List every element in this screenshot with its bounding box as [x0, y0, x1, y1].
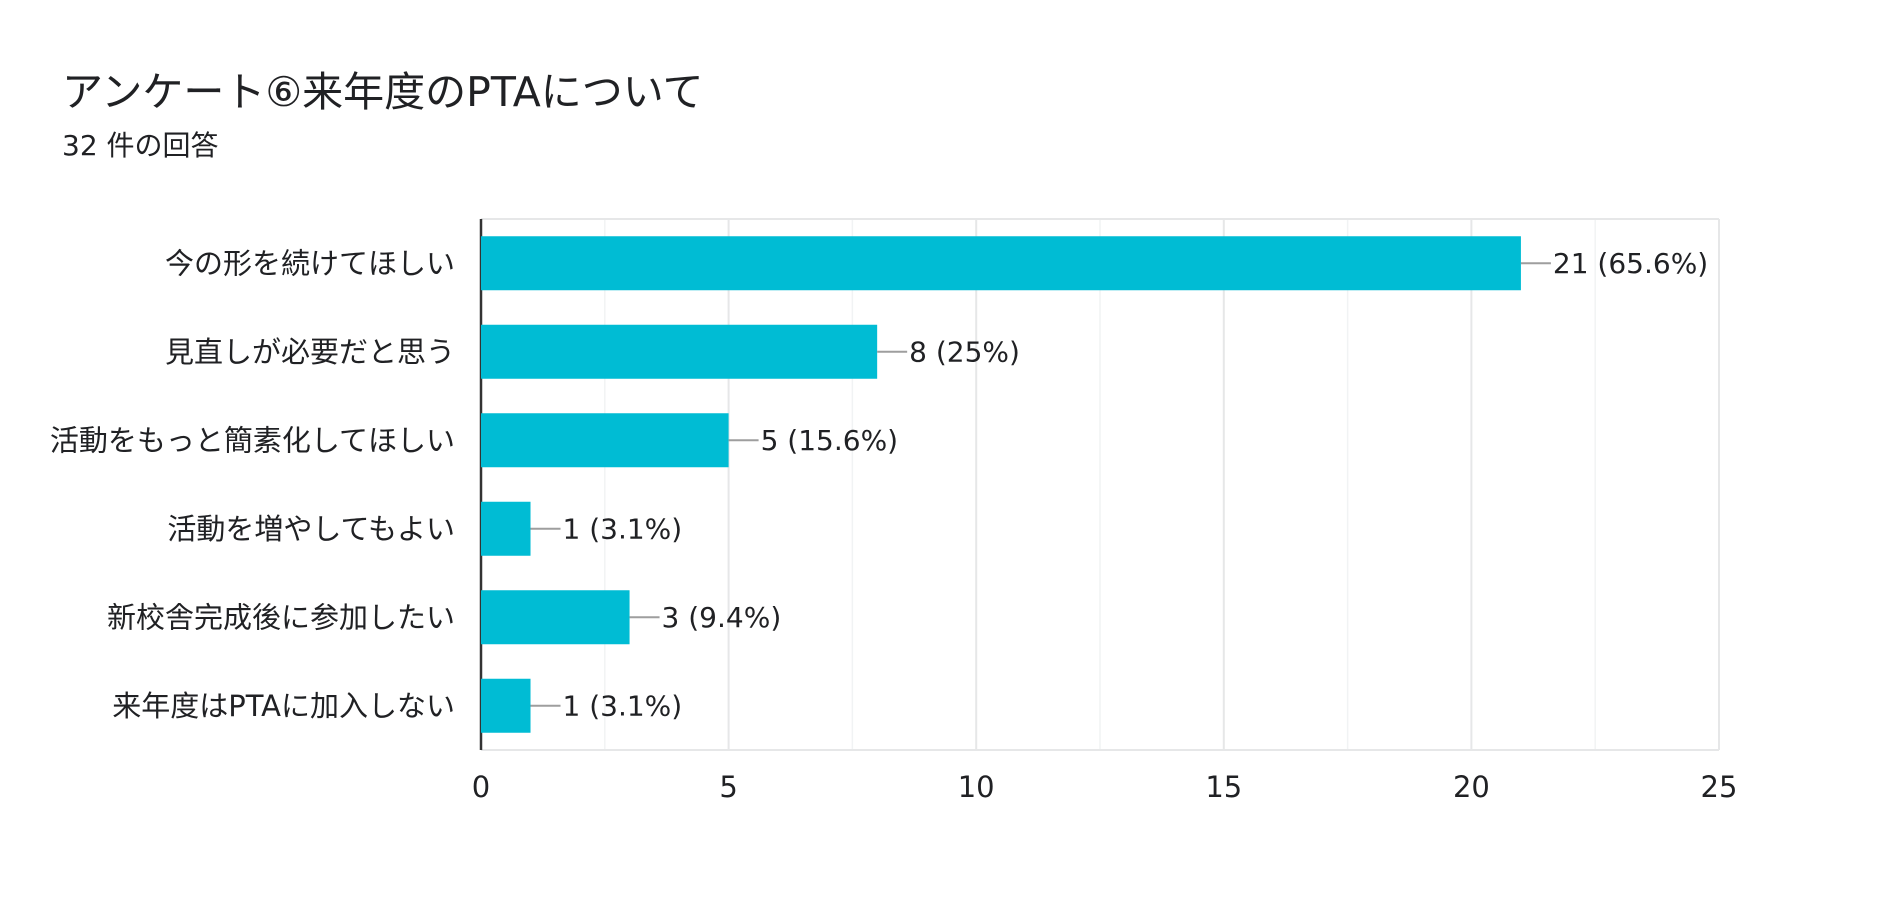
bar	[481, 324, 878, 379]
category-label: 見直しが必要だと思う	[165, 335, 455, 369]
data-label: 3 (9.4%)	[662, 601, 782, 634]
bars	[481, 236, 1521, 733]
x-tick-label: 25	[1701, 770, 1738, 804]
x-tick-labels: 0 5 10 15 20 25	[472, 770, 1738, 804]
data-label: 1 (3.1%)	[563, 512, 683, 545]
data-label: 8 (25%)	[909, 335, 1020, 368]
bar	[481, 413, 729, 468]
x-tick-label: 15	[1205, 770, 1242, 804]
data-labels: 21 (65.6%) 8 (25%) 5 (15.6%) 1 (3.1%) 3 (9.4…	[530, 247, 1708, 722]
bar	[481, 678, 531, 733]
bar	[481, 590, 630, 645]
data-label: 1 (3.1%)	[563, 689, 683, 722]
bar	[481, 501, 531, 556]
chart-title: アンケート⑥来年度のPTAについて	[62, 68, 704, 116]
x-tick-label: 10	[958, 770, 995, 804]
data-label: 21 (65.6%)	[1553, 247, 1708, 280]
category-label: 新校舎完成後に参加したい	[107, 600, 455, 634]
data-label: 5 (15.6%)	[761, 424, 899, 457]
bar	[481, 236, 1521, 291]
response-count: 32 件の回答	[62, 129, 219, 162]
grid-lines	[479, 218, 1720, 751]
x-tick-label: 0	[472, 770, 490, 804]
category-label: 活動をもっと簡素化してほしい	[50, 423, 455, 457]
category-label: 今の形を続けてほしい	[165, 246, 455, 280]
category-label: 来年度はPTAに加入しない	[112, 689, 455, 723]
x-tick-label: 5	[719, 770, 737, 804]
category-labels: 今の形を続けてほしい見直しが必要だと思う活動をもっと簡素化してほしい活動を増やし…	[50, 246, 455, 723]
x-tick-label: 20	[1453, 770, 1490, 804]
category-label: 活動を増やしてもよい	[167, 512, 455, 546]
